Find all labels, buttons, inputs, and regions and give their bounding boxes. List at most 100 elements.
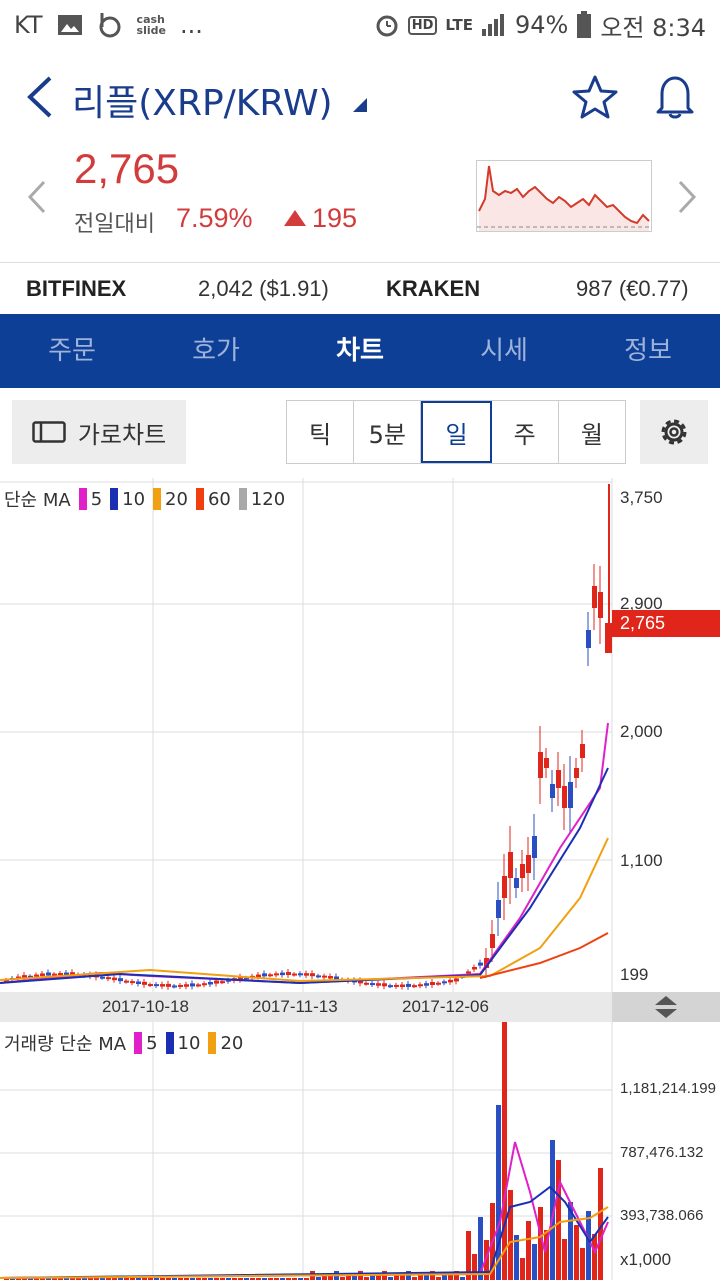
candle	[58, 973, 63, 976]
price-chart[interactable]	[0, 478, 720, 992]
volume-bar	[568, 1202, 573, 1280]
current-price: 2,765	[74, 145, 180, 192]
candle	[256, 974, 261, 978]
candle	[238, 976, 243, 980]
next-arrow-icon[interactable]	[676, 180, 698, 214]
volume-chart[interactable]	[0, 1022, 720, 1280]
volume-bar	[592, 1234, 597, 1280]
candle	[202, 983, 207, 986]
volume-bar	[466, 1231, 471, 1280]
tab-quotes[interactable]: 시세	[480, 336, 528, 366]
volume-bar	[118, 1278, 123, 1280]
period-tick[interactable]: 틱	[287, 401, 355, 463]
volume-bar	[202, 1278, 207, 1280]
candle	[292, 973, 297, 976]
candle	[34, 974, 39, 977]
period-day[interactable]: 일	[421, 401, 492, 463]
volume-bar	[280, 1278, 285, 1280]
tab-order[interactable]: 주문	[48, 336, 96, 366]
volume-bar	[154, 1278, 159, 1280]
volume-bar	[418, 1275, 423, 1280]
gallery-icon	[57, 15, 82, 35]
candle	[124, 980, 129, 983]
current-price-marker: 2,765	[612, 610, 720, 637]
candle	[592, 586, 597, 608]
candle	[556, 770, 561, 788]
mini-chart[interactable]	[476, 160, 652, 232]
volume-bar	[256, 1278, 261, 1280]
battery-percent: 94%	[514, 11, 569, 39]
candle	[382, 983, 387, 987]
candle	[166, 983, 171, 987]
caret-down-icon[interactable]	[353, 98, 367, 112]
volume-bar	[262, 1278, 267, 1280]
volume-y-tick: 393,738.066	[620, 1207, 704, 1224]
volume-bar	[430, 1271, 435, 1280]
period-selector: 틱 5분 일 주 월	[286, 400, 626, 464]
period-month[interactable]: 월	[580, 420, 603, 449]
candle	[316, 975, 321, 978]
candle	[280, 972, 285, 976]
ma5-swatch	[78, 488, 87, 510]
change-percent: 7.59%	[176, 203, 253, 233]
candle	[148, 984, 153, 987]
vol-ma10-label: 10	[177, 1032, 201, 1054]
candle	[478, 962, 483, 966]
candle	[418, 984, 423, 987]
candle	[40, 973, 45, 976]
ma10-line	[0, 767, 609, 985]
up-triangle-icon	[284, 210, 306, 226]
candle	[394, 984, 399, 987]
candle	[550, 784, 555, 798]
tab-orderbook[interactable]: 호가	[192, 336, 240, 366]
page-title[interactable]: 리플(XRP/KRW)	[72, 83, 333, 124]
volume-bar	[160, 1278, 165, 1280]
candle	[424, 983, 429, 986]
candle	[574, 768, 579, 778]
period-5min[interactable]: 5분	[354, 401, 422, 463]
volume-bar	[106, 1278, 111, 1280]
candle	[268, 974, 273, 977]
candle	[538, 752, 543, 778]
vol-ma5-line	[0, 1141, 609, 1279]
resize-handle[interactable]	[612, 992, 720, 1022]
prev-arrow-icon[interactable]	[26, 180, 48, 214]
change-value: 195	[312, 203, 358, 233]
date-axis[interactable]	[0, 992, 720, 1022]
volume-bar	[136, 1278, 141, 1280]
period-week[interactable]: 주	[492, 401, 559, 463]
candle	[46, 972, 51, 976]
volume-bar	[220, 1278, 225, 1280]
chart-settings-button[interactable]	[640, 400, 708, 464]
candle	[100, 976, 105, 979]
volume-bar	[52, 1278, 57, 1280]
volume-bar	[34, 1278, 39, 1280]
volume-bar	[316, 1277, 321, 1280]
volume-bar	[484, 1240, 489, 1280]
price-y-tick: 2,900	[620, 594, 663, 613]
price-legend-title: 단순 MA	[4, 490, 71, 511]
volume-bar	[322, 1275, 327, 1280]
candle	[448, 979, 453, 983]
divider	[0, 262, 720, 263]
candle	[520, 864, 525, 878]
candle	[370, 983, 375, 986]
volume-bar	[436, 1277, 441, 1280]
volume-y-tick: 787,476.132	[620, 1144, 704, 1161]
candle	[526, 855, 531, 873]
candle	[196, 984, 201, 987]
back-icon[interactable]	[22, 74, 58, 120]
volume-bar	[82, 1278, 87, 1280]
ma20-swatch	[153, 488, 162, 510]
volume-bar	[178, 1278, 183, 1280]
tab-chart[interactable]: 차트	[336, 336, 384, 366]
vol-ma20-label: 20	[220, 1032, 244, 1054]
star-icon[interactable]	[572, 74, 618, 120]
landscape-chart-button[interactable]: 가로차트	[12, 400, 186, 464]
bell-icon[interactable]	[652, 72, 698, 120]
tab-info[interactable]: 정보	[624, 336, 672, 366]
cashslide-icon: cash slide	[136, 13, 166, 37]
volume-bar	[598, 1168, 603, 1280]
volume-bar	[520, 1258, 525, 1280]
network-label: LTE	[445, 16, 473, 34]
